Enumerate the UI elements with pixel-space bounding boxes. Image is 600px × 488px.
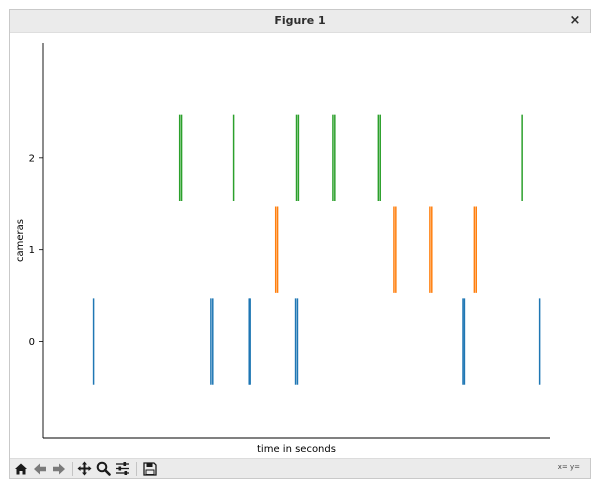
subplots-button[interactable] bbox=[114, 460, 131, 477]
pan-button[interactable] bbox=[76, 460, 93, 477]
title-bar: Figure 1 × bbox=[10, 10, 590, 33]
home-icon bbox=[14, 463, 27, 474]
magnifier-icon bbox=[96, 461, 111, 476]
save-button[interactable] bbox=[141, 460, 158, 477]
axes bbox=[42, 43, 550, 439]
move-icon bbox=[77, 461, 92, 476]
y-tick-label: 2 bbox=[29, 153, 35, 164]
y-tick-label: 0 bbox=[29, 337, 35, 348]
toolbar-separator bbox=[136, 462, 137, 476]
navigation-toolbar: x= y= bbox=[10, 458, 590, 478]
cursor-coordinates: x= y= bbox=[557, 463, 580, 471]
event-lines bbox=[92, 114, 541, 385]
sliders-icon bbox=[116, 462, 129, 475]
arrow-left-icon bbox=[33, 463, 46, 474]
y-tick-label: 1 bbox=[29, 245, 35, 256]
home-button[interactable] bbox=[12, 460, 29, 477]
back-button[interactable] bbox=[31, 460, 48, 477]
toolbar-separator bbox=[72, 462, 73, 476]
floppy-disk-icon bbox=[142, 461, 157, 476]
figure-window: Figure 1 × 0 1 2 time in seconds cameras bbox=[9, 9, 592, 479]
y-axis-label: cameras bbox=[15, 219, 26, 262]
chart-canvas: 0 1 2 time in seconds cameras bbox=[15, 43, 550, 455]
arrow-right-icon bbox=[52, 463, 65, 474]
forward-button[interactable] bbox=[50, 460, 67, 477]
x-axis-label: time in seconds bbox=[257, 444, 336, 455]
close-button[interactable]: × bbox=[569, 13, 581, 28]
plot-area[interactable]: 0 1 2 time in seconds cameras bbox=[10, 33, 592, 458]
zoom-button[interactable] bbox=[95, 460, 112, 477]
y-ticks: 0 1 2 bbox=[29, 153, 43, 348]
window-title: Figure 1 bbox=[274, 14, 326, 27]
